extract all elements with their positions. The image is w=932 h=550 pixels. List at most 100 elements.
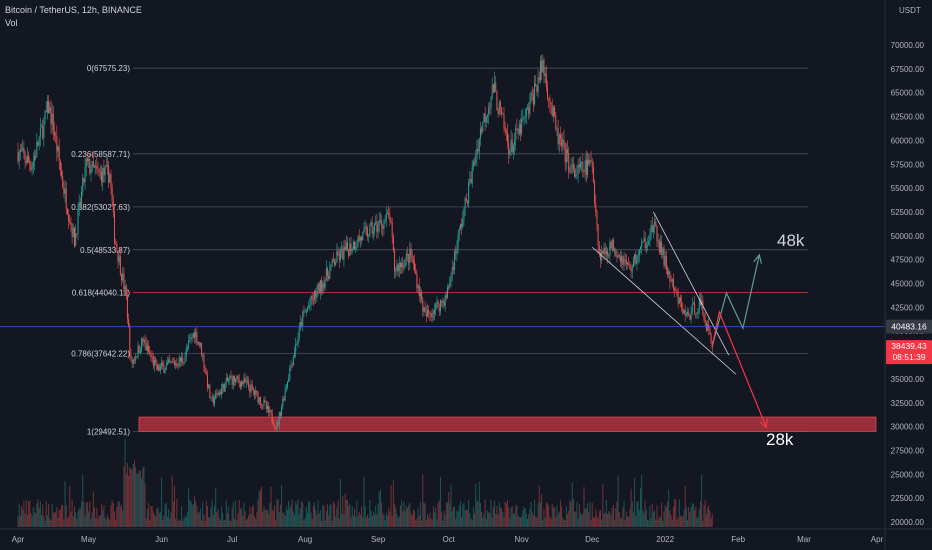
candle-body [598,245,600,253]
volume-bar [574,511,576,527]
volume-bar [643,512,645,527]
support-zone[interactable] [138,416,877,432]
volume-bar [158,512,160,527]
volume-bar [537,503,539,527]
volume-bar [406,508,408,527]
candle-body [622,256,624,265]
price-tick-label: 57500.00 [891,160,925,169]
volume-bar [635,516,637,527]
volume-bar [410,513,412,527]
candle-body [259,397,261,405]
candle-body [343,246,345,260]
candle-body [68,214,70,221]
volume-bar [402,511,404,527]
volume-bar [514,513,516,527]
volume-bar [518,516,520,527]
candle-body [242,381,244,385]
volume-bar [289,508,291,527]
candle-body [363,228,365,232]
volume-bar [627,516,629,527]
candle-body [665,256,667,270]
candle-body [611,239,613,249]
volume-bar [321,520,323,527]
candle-body [481,128,483,132]
volume-bar [144,483,146,527]
volume-bar [181,505,183,527]
candle-body [495,82,497,91]
volume-bar [495,513,497,527]
candle-body [161,362,163,367]
volume-bar [249,506,251,527]
candle-body [101,171,103,183]
volume-bar [65,505,67,527]
candle-body [341,248,343,251]
candle-body [102,168,104,183]
candle-body [394,250,396,272]
volume-bar [355,516,357,527]
volume-bar [44,520,46,527]
candle-body [21,150,23,152]
candle-body [296,343,298,345]
candle-body [369,225,371,236]
candle-body [125,286,127,296]
volume-bar [312,505,314,527]
candle-body [361,237,363,241]
volume-indicator-label[interactable]: Vol [5,18,18,28]
candle-body [317,283,319,291]
volume-bar [601,519,603,527]
candle-body [57,146,59,152]
candle-body [503,113,505,128]
candle-body [281,406,283,416]
volume-bar [190,501,192,527]
volume-bar [669,510,671,527]
candle-body [329,268,331,280]
candle-body [171,361,173,363]
volume-bar [242,515,244,527]
candle-body [282,398,284,407]
price-tick-label: 22500.00 [891,494,925,503]
volume-bar [96,508,98,527]
candle-body [104,167,106,176]
volume-bar [701,474,703,527]
volume-bar [156,508,158,527]
candle-body [197,341,199,344]
volume-bar [324,519,326,527]
fibonacci-retracement[interactable]: 0(67575.23) 0.236(58587.71) 0.382(53027.63… [71,64,808,436]
candle-body [106,165,108,167]
volume-bar [471,519,473,527]
candle-body [377,225,379,232]
volume-bar [186,512,188,527]
candle-body [567,149,569,153]
volume-bar [86,501,88,527]
current-price-tag [886,319,932,334]
price-projections[interactable] [711,253,768,429]
candle-body [471,166,473,184]
symbol-title[interactable]: Bitcoin / TetherUS, 12h, BINANCE [5,5,142,15]
volume-bar [204,520,206,527]
candle-body [516,128,518,130]
candle-body [175,363,177,366]
volume-bar [397,517,399,527]
volume-bar [695,506,697,527]
volume-bar [483,513,485,527]
candle-body [105,165,107,168]
candle-body [484,113,486,123]
price-axis[interactable]: 70000.00 67500.00 65000.00 62500.00 60000.00… [886,41,932,527]
candle-body [576,173,578,175]
volume-bar [422,474,424,527]
candle-body [631,267,633,272]
price-tick-label: 20000.00 [891,518,925,527]
candle-body [602,250,604,254]
candle-body [439,300,441,312]
volume-bar [564,520,566,527]
candle-body [32,160,34,168]
volume-bar [512,514,514,527]
volume-bar [222,512,224,527]
volume-bar [191,504,193,527]
candle-body [634,253,636,260]
candle-body [558,135,560,144]
volume-bar [661,502,663,527]
volume-bar [515,504,517,527]
